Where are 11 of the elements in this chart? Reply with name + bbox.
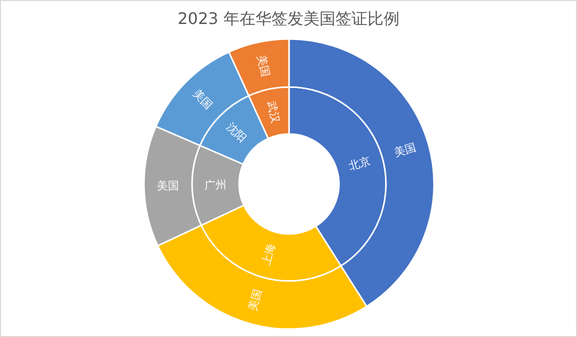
slice-label: 广州 xyxy=(204,178,227,192)
slice-label: 上海 xyxy=(259,242,278,267)
text: 美国 xyxy=(246,288,265,313)
chart-title: 2023 年在华签发美国签证比例 xyxy=(178,9,400,28)
text: 美国 xyxy=(254,54,272,78)
slice-label: 武汉 xyxy=(264,100,282,124)
slice-label: 沈阳 xyxy=(224,120,249,145)
text: 美国 xyxy=(392,140,418,160)
slice-label: 美国 xyxy=(190,86,216,112)
text: 美国 xyxy=(156,179,180,193)
slice-label: 北京 xyxy=(347,154,372,173)
